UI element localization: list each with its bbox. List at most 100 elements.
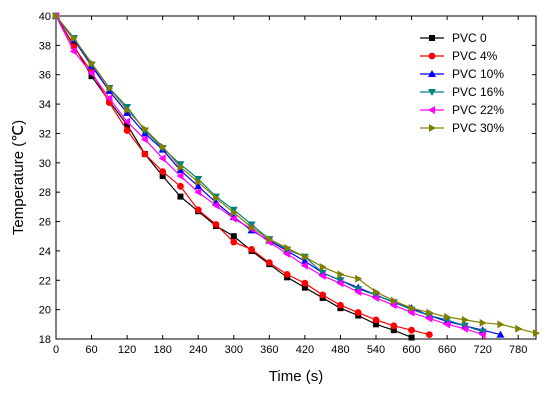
data-point [461, 315, 469, 324]
data-point [301, 284, 308, 291]
data-point [105, 94, 113, 103]
legend: PVC 0 PVC 4% PVC 10% PVC 16% PVC 22% PVC 30% [420, 31, 504, 135]
data-point [123, 104, 132, 112]
data-point [87, 69, 95, 78]
data-point [428, 52, 436, 60]
x-tick-label: 660 [438, 344, 456, 356]
data-point [141, 150, 149, 158]
data-point [266, 235, 274, 244]
legend-item-2: PVC 10% [420, 67, 504, 81]
data-point [229, 206, 238, 214]
x-tick-label: 180 [153, 344, 171, 356]
series-group [52, 12, 540, 341]
legend-item-4: PVC 22% [420, 103, 504, 117]
series-line [55, 15, 483, 333]
data-point [123, 108, 132, 116]
data-point [230, 238, 238, 246]
y-axis-title: Temperature (℃) [10, 120, 27, 235]
data-point [354, 309, 362, 316]
data-point [265, 259, 273, 267]
data-point [354, 288, 362, 297]
y-tick-label: 32 [39, 128, 51, 140]
y-tick-label: 20 [39, 305, 51, 317]
data-point [479, 318, 487, 327]
data-point [426, 308, 434, 317]
data-point [212, 201, 219, 210]
data-point [141, 125, 149, 134]
x-tick-label: 360 [260, 344, 278, 356]
data-point [318, 271, 326, 280]
series-line [55, 15, 501, 336]
x-tick-label: 0 [53, 344, 59, 356]
y-tick-label: 28 [39, 187, 51, 199]
data-point [336, 279, 344, 288]
data-point [176, 161, 185, 169]
series-line [55, 15, 537, 334]
data-point [123, 117, 131, 126]
series-line [55, 15, 483, 336]
x-tick-label: 300 [225, 344, 243, 356]
data-point [390, 296, 398, 305]
data-point [373, 288, 380, 297]
data-point [428, 89, 436, 96]
y-tick-label: 18 [39, 334, 51, 346]
legend-item-0: PVC 0 [420, 31, 487, 45]
data-point [425, 314, 433, 323]
x-tick-label: 600 [402, 344, 420, 356]
data-point [140, 135, 148, 144]
data-point [194, 175, 203, 183]
data-point [194, 188, 202, 197]
data-point [124, 121, 131, 128]
data-point [194, 182, 203, 190]
data-point [354, 286, 363, 294]
data-point [176, 172, 184, 181]
series-2 [52, 12, 505, 338]
x-tick-label: 720 [473, 344, 491, 356]
data-point [106, 83, 114, 92]
x-tick-label: 420 [296, 344, 314, 356]
data-point [230, 208, 238, 217]
data-point [300, 261, 308, 270]
data-point [428, 106, 435, 114]
data-point [159, 173, 166, 180]
data-point [283, 249, 291, 258]
y-tick-label: 36 [39, 70, 51, 82]
data-point [158, 154, 166, 163]
data-point [533, 329, 540, 338]
series-4 [52, 12, 486, 339]
data-point [194, 206, 202, 214]
y-tick-label: 34 [39, 99, 51, 111]
legend-label: PVC 16% [452, 85, 504, 99]
data-point [69, 47, 77, 56]
data-point [460, 322, 469, 330]
y-tick-label: 38 [39, 40, 51, 52]
data-point [230, 233, 237, 240]
legend-label: PVC 10% [452, 67, 504, 81]
data-point [337, 270, 345, 279]
data-point [159, 168, 167, 176]
data-point [443, 320, 451, 329]
data-point [88, 58, 96, 67]
series-5 [53, 12, 540, 338]
y-tick-label: 40 [39, 11, 51, 23]
data-point [372, 293, 379, 302]
data-point [177, 182, 184, 190]
data-point [355, 274, 363, 283]
data-point [88, 73, 95, 80]
data-point [515, 324, 523, 333]
data-point [301, 252, 309, 261]
data-point [478, 328, 487, 336]
data-point [429, 124, 436, 132]
data-point [283, 271, 291, 278]
data-point [407, 308, 415, 317]
data-point [177, 163, 185, 172]
data-point [177, 193, 184, 200]
legend-label: PVC 0 [452, 31, 487, 45]
legend-item-1: PVC 4% [420, 49, 498, 63]
data-point [478, 330, 486, 339]
data-point [425, 331, 433, 338]
data-point [70, 34, 78, 43]
x-tick-label: 240 [189, 344, 207, 356]
y-tick-label: 24 [39, 246, 51, 258]
data-point [284, 243, 292, 252]
